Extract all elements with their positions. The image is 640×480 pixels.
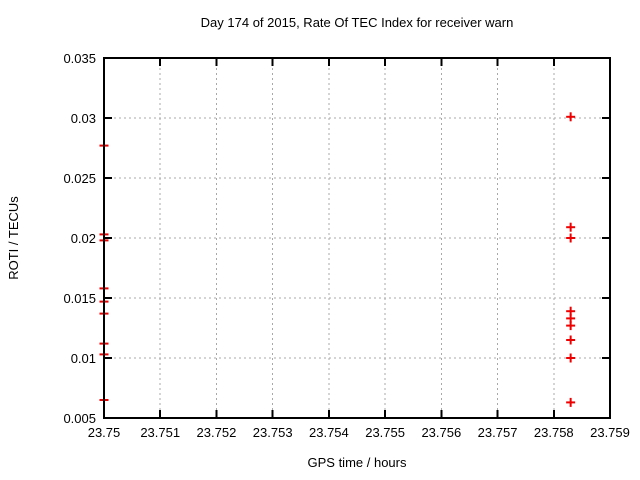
x-tick-label: 23.757 [478,425,518,440]
y-tick-label: 0.035 [63,51,96,66]
x-tick-label: 23.751 [140,425,180,440]
x-tick-label: 23.754 [309,425,349,440]
x-tick-label: 23.752 [197,425,237,440]
y-tick-label: 0.015 [63,291,96,306]
x-axis-label: GPS time / hours [307,455,407,470]
x-tick-label: 23.75 [88,425,121,440]
x-tick-label: 23.755 [365,425,405,440]
chart-title: Day 174 of 2015, Rate Of TEC Index for r… [200,15,514,30]
y-tick-label: 0.005 [63,411,96,426]
x-tick-label: 23.758 [534,425,574,440]
y-tick-label: 0.01 [71,351,96,366]
y-tick-label: 0.025 [63,171,96,186]
y-tick-label: 0.03 [71,111,96,126]
x-tick-label: 23.756 [421,425,461,440]
y-tick-label: 0.02 [71,231,96,246]
x-tick-label: 23.759 [590,425,630,440]
x-tick-label: 23.753 [253,425,293,440]
